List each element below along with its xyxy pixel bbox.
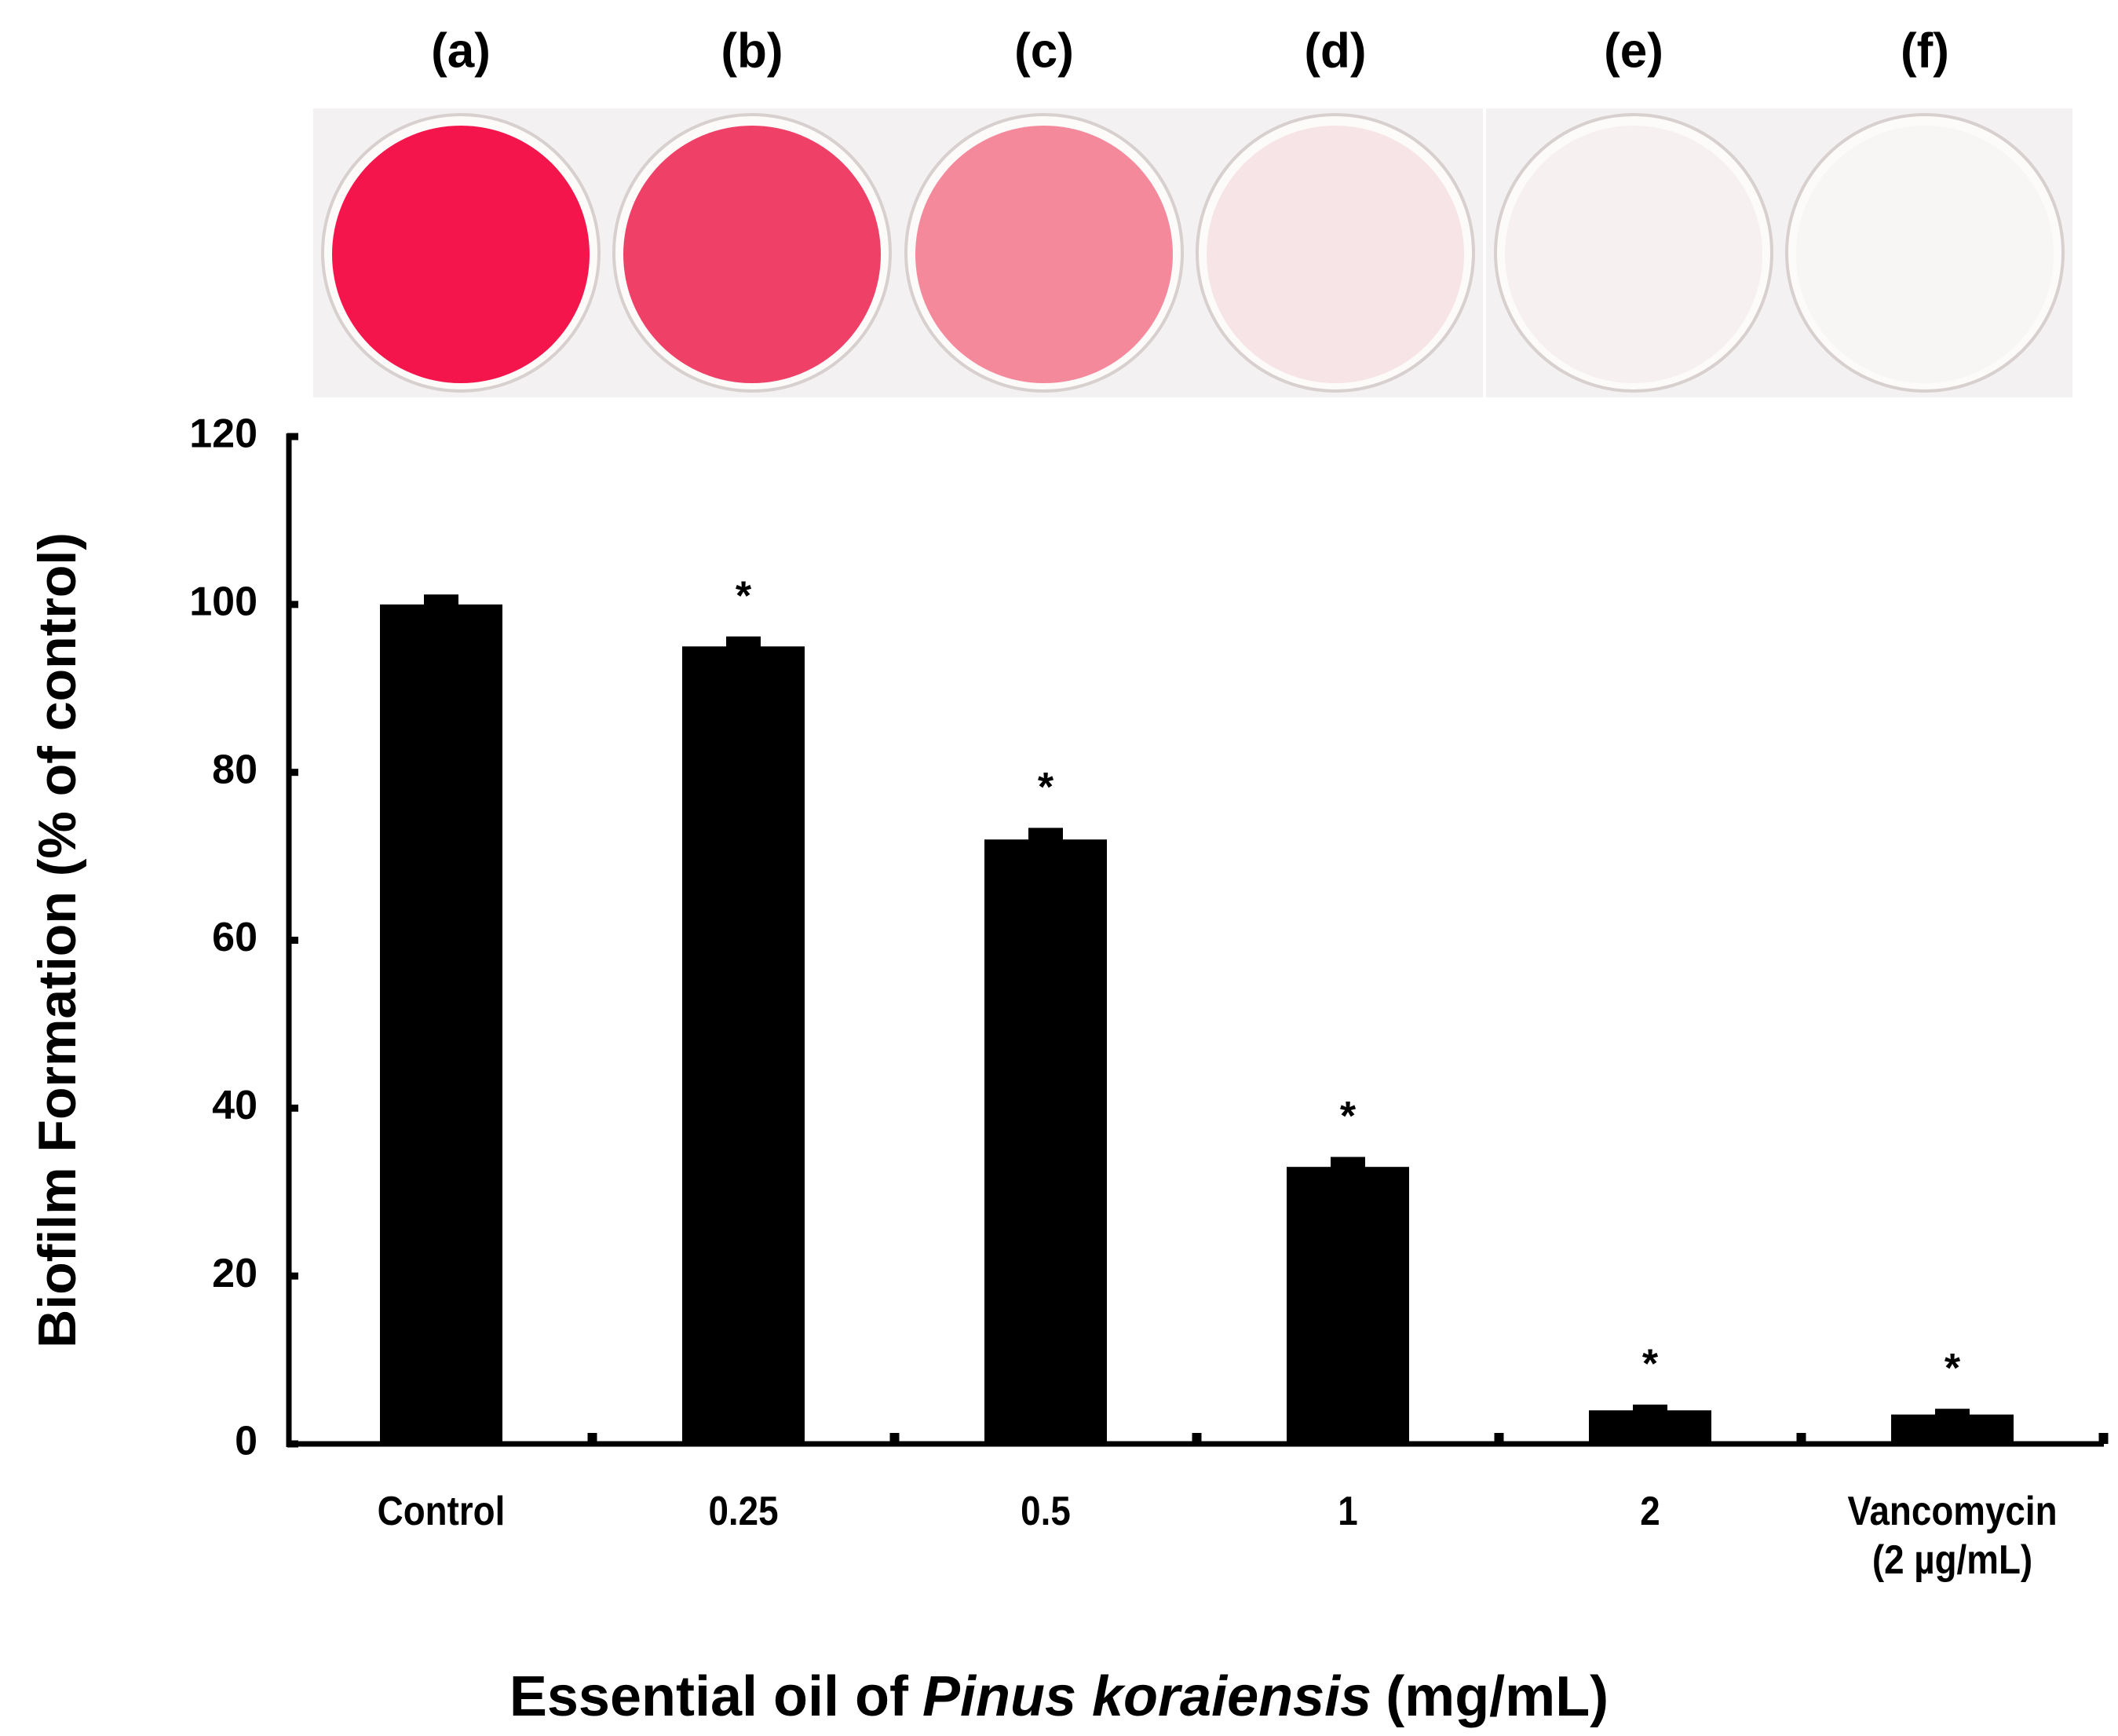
x-tick bbox=[1796, 1433, 1806, 1444]
x-tick-label: Vancomycin (2 µg/mL) bbox=[1847, 1489, 2058, 1583]
y-tick-label: 40 bbox=[212, 1083, 257, 1128]
significance-marker: * bbox=[1642, 1342, 1659, 1387]
y-tick-label: 60 bbox=[212, 915, 257, 960]
significance-marker: * bbox=[1945, 1346, 1961, 1391]
bar bbox=[1589, 1410, 1711, 1444]
y-axis-label: Biofilm Formation (% of control) bbox=[27, 532, 87, 1348]
y-tick-label: 80 bbox=[212, 747, 257, 792]
y-tick-label: 20 bbox=[212, 1251, 257, 1296]
error-bar bbox=[424, 594, 458, 606]
bar bbox=[1891, 1414, 2014, 1444]
dish bbox=[915, 126, 1173, 383]
x-label-italic: Pinus koraiensis bbox=[922, 1665, 1372, 1728]
x-tick bbox=[889, 1433, 900, 1444]
bar bbox=[1287, 1167, 1409, 1444]
bar bbox=[682, 646, 805, 1444]
error-bar bbox=[1935, 1409, 1970, 1416]
x-tick-label: 0.5 bbox=[1021, 1489, 1071, 1534]
dish bbox=[623, 126, 881, 383]
x-tick bbox=[1494, 1433, 1504, 1444]
error-bar bbox=[1633, 1404, 1667, 1413]
x-label-text: Essential oil of bbox=[509, 1665, 908, 1728]
y-tick-label: 100 bbox=[189, 579, 257, 625]
bar bbox=[984, 839, 1107, 1444]
panel-label: (c) bbox=[1014, 24, 1074, 78]
error-bar bbox=[1028, 828, 1063, 842]
x-label-text: (mg/mL) bbox=[1386, 1665, 1609, 1728]
error-bar bbox=[1331, 1157, 1365, 1169]
y-tick-label: 0 bbox=[235, 1419, 257, 1464]
panel-label: (d) bbox=[1304, 24, 1366, 78]
significance-marker: * bbox=[1038, 765, 1054, 810]
x-tick bbox=[587, 1433, 597, 1444]
x-tick-label: 0.25 bbox=[708, 1489, 779, 1534]
dish bbox=[1207, 126, 1464, 383]
bar bbox=[380, 604, 502, 1445]
dish bbox=[332, 126, 590, 383]
x-tick-label: 2 bbox=[1640, 1489, 1660, 1534]
x-tick-label: Control bbox=[377, 1489, 506, 1534]
significance-marker: * bbox=[736, 573, 752, 619]
x-tick bbox=[2098, 1433, 2109, 1444]
panel-label: (b) bbox=[721, 24, 783, 78]
x-axis-label: Essential oil of Pinus koraiensis (mg/mL) bbox=[0, 1665, 2118, 1729]
x-tick bbox=[1192, 1433, 1202, 1444]
x-tick-label: 1 bbox=[1338, 1489, 1358, 1534]
panel-label: (e) bbox=[1604, 24, 1663, 78]
error-bar bbox=[726, 636, 761, 649]
y-tick-label: 120 bbox=[189, 411, 257, 457]
dish bbox=[1505, 126, 1762, 383]
dish bbox=[1796, 126, 2054, 383]
panel-label: (a) bbox=[431, 24, 491, 78]
panel-label: (f) bbox=[1901, 24, 1949, 78]
significance-marker: * bbox=[1340, 1094, 1357, 1139]
